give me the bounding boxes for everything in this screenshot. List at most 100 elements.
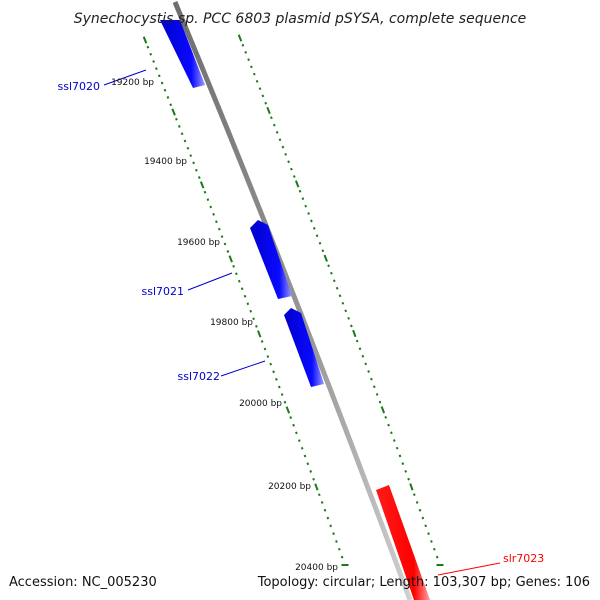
minor-tick <box>347 316 350 320</box>
minor-tick <box>338 294 342 298</box>
major-tick <box>409 483 414 491</box>
minor-tick <box>287 160 290 164</box>
gene-ssl7021-block[interactable] <box>250 220 292 299</box>
minor-tick <box>186 146 190 150</box>
minor-tick <box>232 264 235 268</box>
minor-tick <box>255 79 259 83</box>
major-tick <box>314 483 319 491</box>
minor-tick <box>278 138 282 142</box>
minor-tick <box>387 423 390 427</box>
minor-tick <box>303 454 307 458</box>
gene-slr7023-block[interactable] <box>376 485 430 600</box>
map-title: Synechocystis sp. PCC 6803 plasmid pSYSA… <box>74 11 527 27</box>
minor-tick <box>215 220 218 224</box>
minor-tick <box>304 204 308 208</box>
bp-label: 20000 bp <box>239 399 282 409</box>
major-tick <box>380 406 386 414</box>
bp-label: 19200 bp <box>111 78 154 88</box>
gene-ssl7022-block[interactable] <box>284 308 324 387</box>
inner-tick-row <box>142 36 349 566</box>
minor-tick <box>241 43 245 47</box>
minor-tick <box>264 101 268 105</box>
minor-tick <box>209 205 213 209</box>
minor-tick <box>310 219 313 223</box>
minor-tick <box>427 532 430 536</box>
minor-tick <box>206 198 210 201</box>
minor-tick <box>344 309 348 313</box>
minor-tick <box>335 540 338 543</box>
minor-tick <box>275 377 278 381</box>
minor-tick <box>240 287 244 291</box>
minor-tick <box>384 416 388 419</box>
minor-tick <box>169 103 173 107</box>
minor-tick <box>312 226 316 230</box>
minor-tick <box>320 501 324 504</box>
minor-tick <box>432 547 436 551</box>
minor-tick <box>149 52 153 56</box>
gene-label-ssl7020[interactable]: ssl7020 <box>57 80 100 93</box>
outer-tick-row <box>237 34 444 566</box>
minor-tick <box>315 234 319 238</box>
minor-tick <box>252 317 255 321</box>
gene-label-ssl7021[interactable]: ssl7021 <box>141 285 184 298</box>
minor-tick <box>226 250 230 253</box>
minor-tick <box>189 154 193 157</box>
bp-label: 20400 bp <box>295 563 338 573</box>
ssl7022-leader <box>220 360 266 377</box>
minor-tick <box>261 94 265 98</box>
minor-tick <box>412 493 416 497</box>
minor-tick <box>372 385 376 389</box>
minor-tick <box>243 294 247 298</box>
minor-tick <box>341 301 345 305</box>
minor-tick <box>280 393 284 396</box>
minor-tick <box>237 279 241 283</box>
minor-tick <box>364 362 368 366</box>
minor-tick <box>335 286 339 290</box>
minor-tick <box>330 271 333 275</box>
minor-tick <box>152 60 155 63</box>
minor-tick <box>435 555 439 559</box>
minor-tick <box>404 470 408 473</box>
gene-label-ssl7022[interactable]: ssl7022 <box>177 370 220 383</box>
bp-label: 19800 bp <box>210 318 253 328</box>
minor-tick <box>298 189 302 193</box>
major-tick <box>237 34 243 42</box>
accession-label: Accession: NC_005230 <box>9 575 157 590</box>
minor-tick <box>247 58 250 62</box>
minor-tick <box>332 279 336 283</box>
minor-tick <box>321 249 325 253</box>
minor-tick <box>217 227 221 231</box>
minor-tick <box>258 87 262 91</box>
minor-tick <box>177 125 181 128</box>
minor-tick <box>146 45 150 49</box>
minor-tick <box>392 439 396 442</box>
minor-tick <box>375 393 379 396</box>
plasmid-backbone <box>172 1 413 600</box>
minor-tick <box>163 88 167 92</box>
minor-tick <box>424 524 428 528</box>
slr7023-leader <box>437 562 501 576</box>
minor-tick <box>332 532 335 536</box>
minor-tick <box>160 81 164 85</box>
topology-label: Topology: circular; Length: 103,307 bp; … <box>257 575 590 590</box>
minor-tick <box>367 370 370 373</box>
minor-tick <box>292 175 296 178</box>
minor-tick <box>197 176 201 179</box>
minor-tick <box>223 242 227 246</box>
gene-label-slr7023[interactable]: slr7023 <box>503 552 544 565</box>
minor-tick <box>252 72 256 76</box>
minor-tick <box>395 446 399 450</box>
minor-tick <box>378 400 382 404</box>
minor-tick <box>301 197 305 201</box>
ssl7021-leader <box>187 272 233 291</box>
minor-tick <box>281 145 285 149</box>
minor-tick <box>290 167 293 171</box>
minor-tick <box>323 508 327 512</box>
minor-tick <box>407 477 410 481</box>
minor-tick <box>307 212 310 215</box>
minor-tick <box>337 547 341 551</box>
gene-ssl7020-block[interactable] <box>160 20 205 88</box>
minor-tick <box>289 416 293 419</box>
minor-tick <box>263 347 267 351</box>
